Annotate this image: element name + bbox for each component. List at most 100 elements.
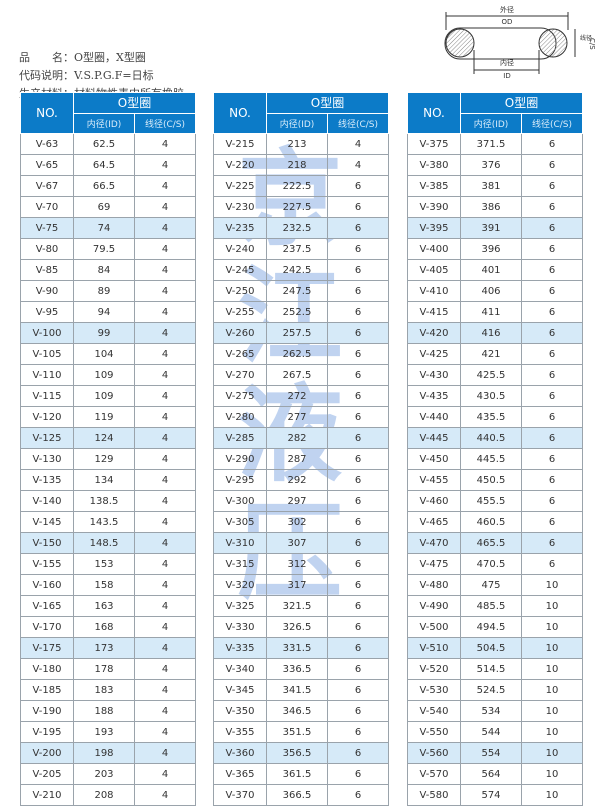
cell-cross-section: 6 bbox=[520, 469, 584, 491]
table-row: V-135 134 4 bbox=[20, 469, 197, 491]
cell-cross-section: 4 bbox=[133, 364, 197, 386]
table-row: V-520 514.5 10 bbox=[407, 658, 584, 680]
cell-cross-section: 6 bbox=[326, 448, 390, 470]
header-no: NO. bbox=[407, 92, 461, 134]
cell-inner-diameter: 267.5 bbox=[266, 364, 328, 386]
cell-part-number: V-205 bbox=[20, 763, 74, 785]
cell-part-number: V-325 bbox=[213, 595, 267, 617]
cell-inner-diameter: 198 bbox=[73, 742, 135, 764]
cell-inner-diameter: 119 bbox=[73, 406, 135, 428]
table-row: V-490 485.5 10 bbox=[407, 595, 584, 617]
table-row: V-100 99 4 bbox=[20, 322, 197, 344]
cell-part-number: V-280 bbox=[213, 406, 267, 428]
cell-cross-section: 4 bbox=[133, 238, 197, 260]
cell-cross-section: 6 bbox=[520, 154, 584, 176]
cell-inner-diameter: 222.5 bbox=[266, 175, 328, 197]
table-row: V-125 124 4 bbox=[20, 427, 197, 449]
table-row: V-160 158 4 bbox=[20, 574, 197, 596]
table-row: V-67 66.5 4 bbox=[20, 175, 197, 197]
cell-cross-section: 6 bbox=[520, 385, 584, 407]
cell-cross-section: 6 bbox=[326, 280, 390, 302]
cell-inner-diameter: 401 bbox=[460, 259, 522, 281]
cell-part-number: V-190 bbox=[20, 700, 74, 722]
cell-part-number: V-440 bbox=[407, 406, 461, 428]
cell-part-number: V-65 bbox=[20, 154, 74, 176]
cell-inner-diameter: 257.5 bbox=[266, 322, 328, 344]
cell-inner-diameter: 297 bbox=[266, 490, 328, 512]
cell-part-number: V-570 bbox=[407, 763, 461, 785]
value: O型圈，X型圈 bbox=[74, 51, 146, 64]
table-row: V-365 361.5 6 bbox=[213, 763, 390, 785]
cell-cross-section: 4 bbox=[133, 679, 197, 701]
cell-cross-section: 6 bbox=[520, 343, 584, 365]
cell-part-number: V-125 bbox=[20, 427, 74, 449]
table-row: V-70 69 4 bbox=[20, 196, 197, 218]
cell-inner-diameter: 104 bbox=[73, 343, 135, 365]
cell-inner-diameter: 252.5 bbox=[266, 301, 328, 323]
cell-part-number: V-500 bbox=[407, 616, 461, 638]
table-row: V-375 371.5 6 bbox=[407, 133, 584, 155]
cell-part-number: V-185 bbox=[20, 679, 74, 701]
cell-part-number: V-135 bbox=[20, 469, 74, 491]
cell-part-number: V-165 bbox=[20, 595, 74, 617]
table-row: V-140 138.5 4 bbox=[20, 490, 197, 512]
table-row: V-325 321.5 6 bbox=[213, 595, 390, 617]
table-row: V-340 336.5 6 bbox=[213, 658, 390, 680]
cell-part-number: V-530 bbox=[407, 679, 461, 701]
cell-cross-section: 6 bbox=[326, 532, 390, 554]
table-row: V-430 425.5 6 bbox=[407, 364, 584, 386]
cell-cross-section: 10 bbox=[520, 679, 584, 701]
cell-cross-section: 6 bbox=[520, 322, 584, 344]
table-row: V-300 297 6 bbox=[213, 490, 390, 512]
header-o-ring: O型圈 bbox=[265, 92, 390, 114]
cell-cross-section: 6 bbox=[326, 742, 390, 764]
cell-inner-diameter: 421 bbox=[460, 343, 522, 365]
cell-cross-section: 4 bbox=[133, 553, 197, 575]
table-row: V-560 554 10 bbox=[407, 742, 584, 764]
cell-inner-diameter: 386 bbox=[460, 196, 522, 218]
cell-cross-section: 4 bbox=[133, 427, 197, 449]
table-row: V-170 168 4 bbox=[20, 616, 197, 638]
cell-cross-section: 6 bbox=[326, 196, 390, 218]
cell-part-number: V-130 bbox=[20, 448, 74, 470]
cell-inner-diameter: 544 bbox=[460, 721, 522, 743]
cell-inner-diameter: 183 bbox=[73, 679, 135, 701]
cell-inner-diameter: 406 bbox=[460, 280, 522, 302]
cell-cross-section: 6 bbox=[326, 700, 390, 722]
cell-part-number: V-465 bbox=[407, 511, 461, 533]
cell-cross-section: 10 bbox=[520, 700, 584, 722]
cell-inner-diameter: 208 bbox=[73, 784, 135, 806]
table-row: V-63 62.5 4 bbox=[20, 133, 197, 155]
cell-inner-diameter: 416 bbox=[460, 322, 522, 344]
table-row: V-530 524.5 10 bbox=[407, 679, 584, 701]
table-row: V-295 292 6 bbox=[213, 469, 390, 491]
cell-cross-section: 6 bbox=[326, 406, 390, 428]
cell-part-number: V-80 bbox=[20, 238, 74, 260]
cell-inner-diameter: 391 bbox=[460, 217, 522, 239]
cell-cross-section: 10 bbox=[520, 658, 584, 680]
header-cross-section: 线径(C/S) bbox=[520, 112, 584, 134]
cell-part-number: V-120 bbox=[20, 406, 74, 428]
cell-inner-diameter: 460.5 bbox=[460, 511, 522, 533]
table-row: V-120 119 4 bbox=[20, 406, 197, 428]
cell-cross-section: 4 bbox=[133, 301, 197, 323]
cell-cross-section: 6 bbox=[520, 511, 584, 533]
cell-inner-diameter: 272 bbox=[266, 385, 328, 407]
size-table-1: NO. O型圈 内径(ID) 线径(C/S) V-63 62.5 4 V-65 64.5 4 V-6… bbox=[20, 92, 197, 806]
cross-section-cn: 线径 bbox=[580, 34, 592, 42]
cell-part-number: V-175 bbox=[20, 637, 74, 659]
cell-cross-section: 4 bbox=[133, 532, 197, 554]
header-inner-diameter: 内径(ID) bbox=[266, 112, 328, 134]
cell-part-number: V-445 bbox=[407, 427, 461, 449]
cell-cross-section: 6 bbox=[520, 364, 584, 386]
cell-inner-diameter: 173 bbox=[73, 637, 135, 659]
table-row: V-440 435.5 6 bbox=[407, 406, 584, 428]
cell-inner-diameter: 292 bbox=[266, 469, 328, 491]
cell-inner-diameter: 84 bbox=[73, 259, 135, 281]
cell-cross-section: 10 bbox=[520, 616, 584, 638]
header-cross-section: 线径(C/S) bbox=[326, 112, 390, 134]
cell-inner-diameter: 534 bbox=[460, 700, 522, 722]
cell-inner-diameter: 450.5 bbox=[460, 469, 522, 491]
cell-part-number: V-395 bbox=[407, 217, 461, 239]
cell-part-number: V-320 bbox=[213, 574, 267, 596]
